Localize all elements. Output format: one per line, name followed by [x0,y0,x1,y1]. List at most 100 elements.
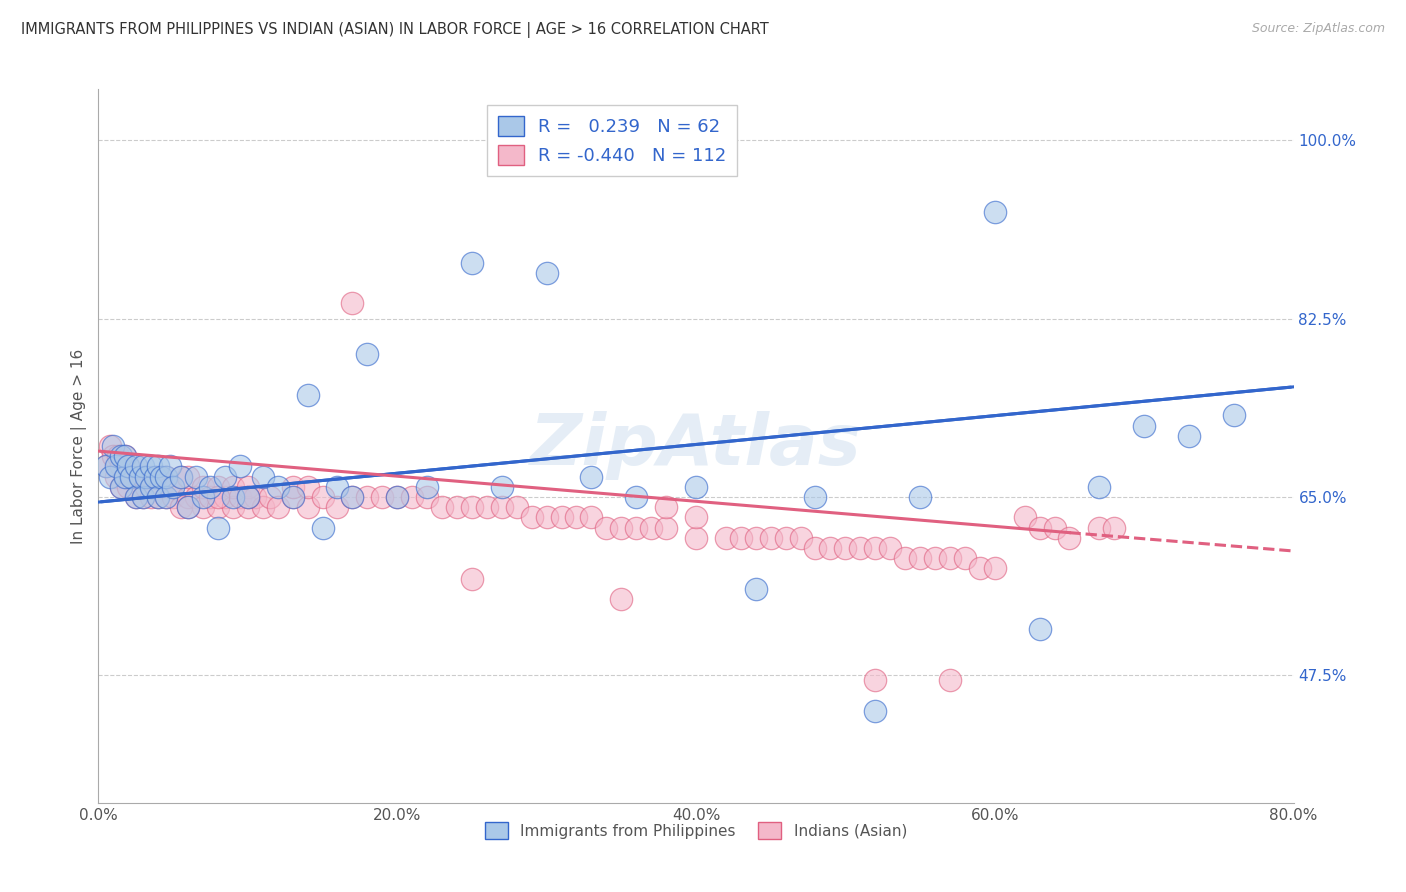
Point [416,480,439,494]
Point [984,561,1007,575]
Point [107,449,129,463]
Point [1043,520,1066,534]
Point [169,469,191,483]
Point [326,480,349,494]
Point [1088,480,1111,494]
Point [94,459,117,474]
Point [117,459,139,474]
Point [1014,510,1036,524]
Point [159,480,181,494]
Point [610,591,633,606]
Point [191,480,214,494]
Point [191,500,214,515]
Point [236,480,259,494]
Point [132,459,155,474]
Point [236,490,259,504]
Point [114,469,136,483]
Point [177,469,200,483]
Point [326,500,349,515]
Point [110,449,132,463]
Point [110,480,132,494]
Point [1223,409,1246,423]
Point [155,490,177,504]
Point [214,469,236,483]
Point [207,490,229,504]
Text: Source: ZipAtlas.com: Source: ZipAtlas.com [1251,22,1385,36]
Point [1133,418,1156,433]
Point [143,480,166,494]
Point [416,490,439,504]
Point [1059,531,1081,545]
Point [401,490,423,504]
Point [169,500,191,515]
Point [984,204,1007,219]
Point [953,551,976,566]
Point [110,480,132,494]
Point [132,469,155,483]
Point [222,480,245,494]
Point [461,255,484,269]
Point [214,490,236,504]
Point [924,551,946,566]
Point [894,551,917,566]
Point [139,490,162,504]
Point [148,490,170,504]
Point [148,490,170,504]
Point [745,531,768,545]
Point [139,459,162,474]
Point [834,541,856,555]
Point [155,469,177,483]
Point [491,500,513,515]
Point [865,541,887,555]
Point [610,520,633,534]
Point [155,490,177,504]
Point [804,490,827,504]
Point [655,500,678,515]
Point [105,459,128,474]
Legend: Immigrants from Philippines, Indians (Asian): Immigrants from Philippines, Indians (As… [479,816,912,845]
Point [169,469,191,483]
Point [267,480,290,494]
Y-axis label: In Labor Force | Age > 16: In Labor Force | Age > 16 [72,349,87,543]
Point [506,500,529,515]
Point [775,531,797,545]
Point [491,480,513,494]
Point [820,541,842,555]
Point [103,439,125,453]
Point [461,572,484,586]
Point [129,469,152,483]
Point [162,490,184,504]
Point [207,520,229,534]
Point [135,469,157,483]
Point [804,541,827,555]
Point [730,531,752,545]
Point [745,582,768,596]
Point [536,266,558,280]
Point [114,469,136,483]
Point [908,551,931,566]
Point [565,510,588,524]
Point [222,500,245,515]
Point [125,490,148,504]
Point [685,510,707,524]
Point [520,510,543,524]
Point [865,704,887,718]
Point [595,520,617,534]
Point [714,531,737,545]
Point [125,490,148,504]
Point [311,490,333,504]
Point [1178,429,1201,443]
Point [1104,520,1126,534]
Point [222,490,245,504]
Point [200,480,222,494]
Point [640,520,662,534]
Point [103,449,125,463]
Point [129,469,152,483]
Point [356,490,378,504]
Point [267,500,290,515]
Point [236,500,259,515]
Point [177,500,200,515]
Point [1028,520,1050,534]
Point [105,469,128,483]
Point [150,469,173,483]
